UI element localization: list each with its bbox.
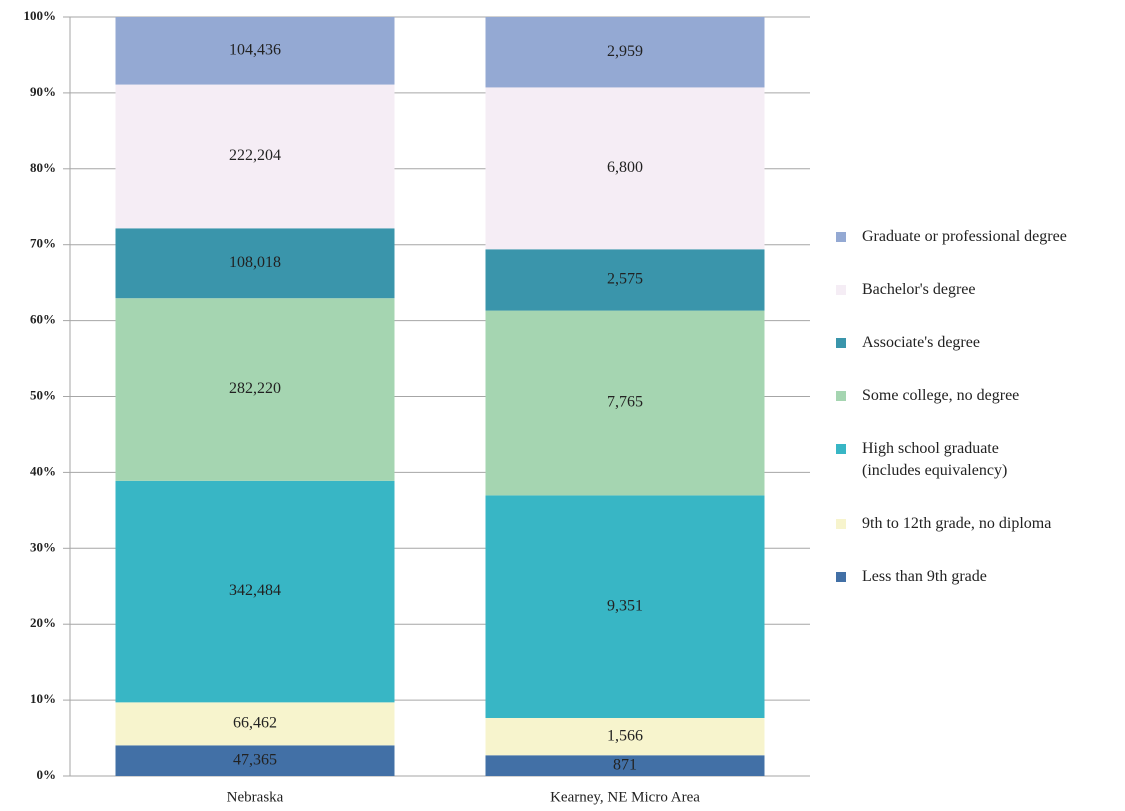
bar-segment xyxy=(485,310,765,496)
y-tick-label: 90% xyxy=(30,84,56,99)
legend-item: Bachelor's degree xyxy=(836,279,1121,301)
legend-swatch xyxy=(836,285,846,295)
legend-label: Bachelor's degree xyxy=(862,281,976,298)
data-label: 342,484 xyxy=(229,582,281,599)
y-tick-label: 60% xyxy=(30,312,56,327)
legend-item: 9th to 12th grade, no diploma xyxy=(836,513,1121,535)
legend-item: High school graduate (includes equivalen… xyxy=(836,438,1121,482)
y-tick-label: 50% xyxy=(30,387,56,402)
bar-segment xyxy=(485,717,765,756)
legend-swatch xyxy=(836,572,846,582)
legend: Graduate or professional degree Bachelor'… xyxy=(836,226,1121,588)
legend-label: Graduate or professional degree xyxy=(862,228,1067,245)
bar-segment xyxy=(485,249,765,311)
bar-segment xyxy=(115,745,395,776)
data-label: 9,351 xyxy=(607,597,643,614)
data-label: 2,959 xyxy=(607,43,643,60)
legend-label: 9th to 12th grade, no diploma xyxy=(862,515,1052,532)
bar-segment xyxy=(485,495,765,718)
data-label: 282,220 xyxy=(229,380,281,397)
y-tick-label: 20% xyxy=(30,615,56,630)
bar-segment xyxy=(485,87,765,250)
data-label: 871 xyxy=(613,756,637,773)
legend-label: Associate's degree xyxy=(862,334,980,351)
bar-segment xyxy=(115,228,395,299)
x-tick-label: Kearney, NE Micro Area xyxy=(550,789,700,805)
data-label: 47,365 xyxy=(233,751,277,768)
legend-label: Some college, no degree xyxy=(862,387,1020,404)
data-label: 104,436 xyxy=(229,41,281,58)
y-tick-label: 40% xyxy=(30,463,56,478)
bar-segment xyxy=(485,17,765,88)
data-label: 7,765 xyxy=(607,394,643,411)
legend-swatch xyxy=(836,338,846,348)
y-tick-label: 30% xyxy=(30,539,56,554)
legend-item: Graduate or professional degree xyxy=(836,226,1121,248)
data-label: 2,575 xyxy=(607,271,643,288)
y-tick-label: 10% xyxy=(30,691,56,706)
legend-swatch xyxy=(836,391,846,401)
data-label: 108,018 xyxy=(229,254,281,271)
legend-swatch xyxy=(836,444,846,454)
legend-label: Less than 9th grade xyxy=(862,568,987,585)
y-tick-label: 70% xyxy=(30,236,56,251)
data-label: 222,204 xyxy=(229,147,281,164)
legend-swatch xyxy=(836,519,846,529)
y-tick-label: 80% xyxy=(30,160,56,175)
bar-segment xyxy=(115,17,395,85)
data-label: 6,800 xyxy=(607,159,643,176)
x-tick-label: Nebraska xyxy=(227,789,284,805)
legend-item: Associate's degree xyxy=(836,332,1121,354)
bar-segment xyxy=(115,84,395,229)
legend-label: High school graduate (includes equivalen… xyxy=(862,440,1008,479)
bar-segment xyxy=(115,480,395,703)
legend-item: Some college, no degree xyxy=(836,385,1121,407)
legend-item: Less than 9th grade xyxy=(836,566,1121,588)
legend-swatch xyxy=(836,232,846,242)
y-tick-label: 0% xyxy=(37,767,57,782)
bar-segment xyxy=(115,298,395,481)
bar-segment xyxy=(485,755,765,776)
y-tick-label: 100% xyxy=(24,8,57,23)
data-label: 66,462 xyxy=(233,715,277,732)
data-label: 1,566 xyxy=(607,727,643,744)
bar-segment xyxy=(115,702,395,746)
